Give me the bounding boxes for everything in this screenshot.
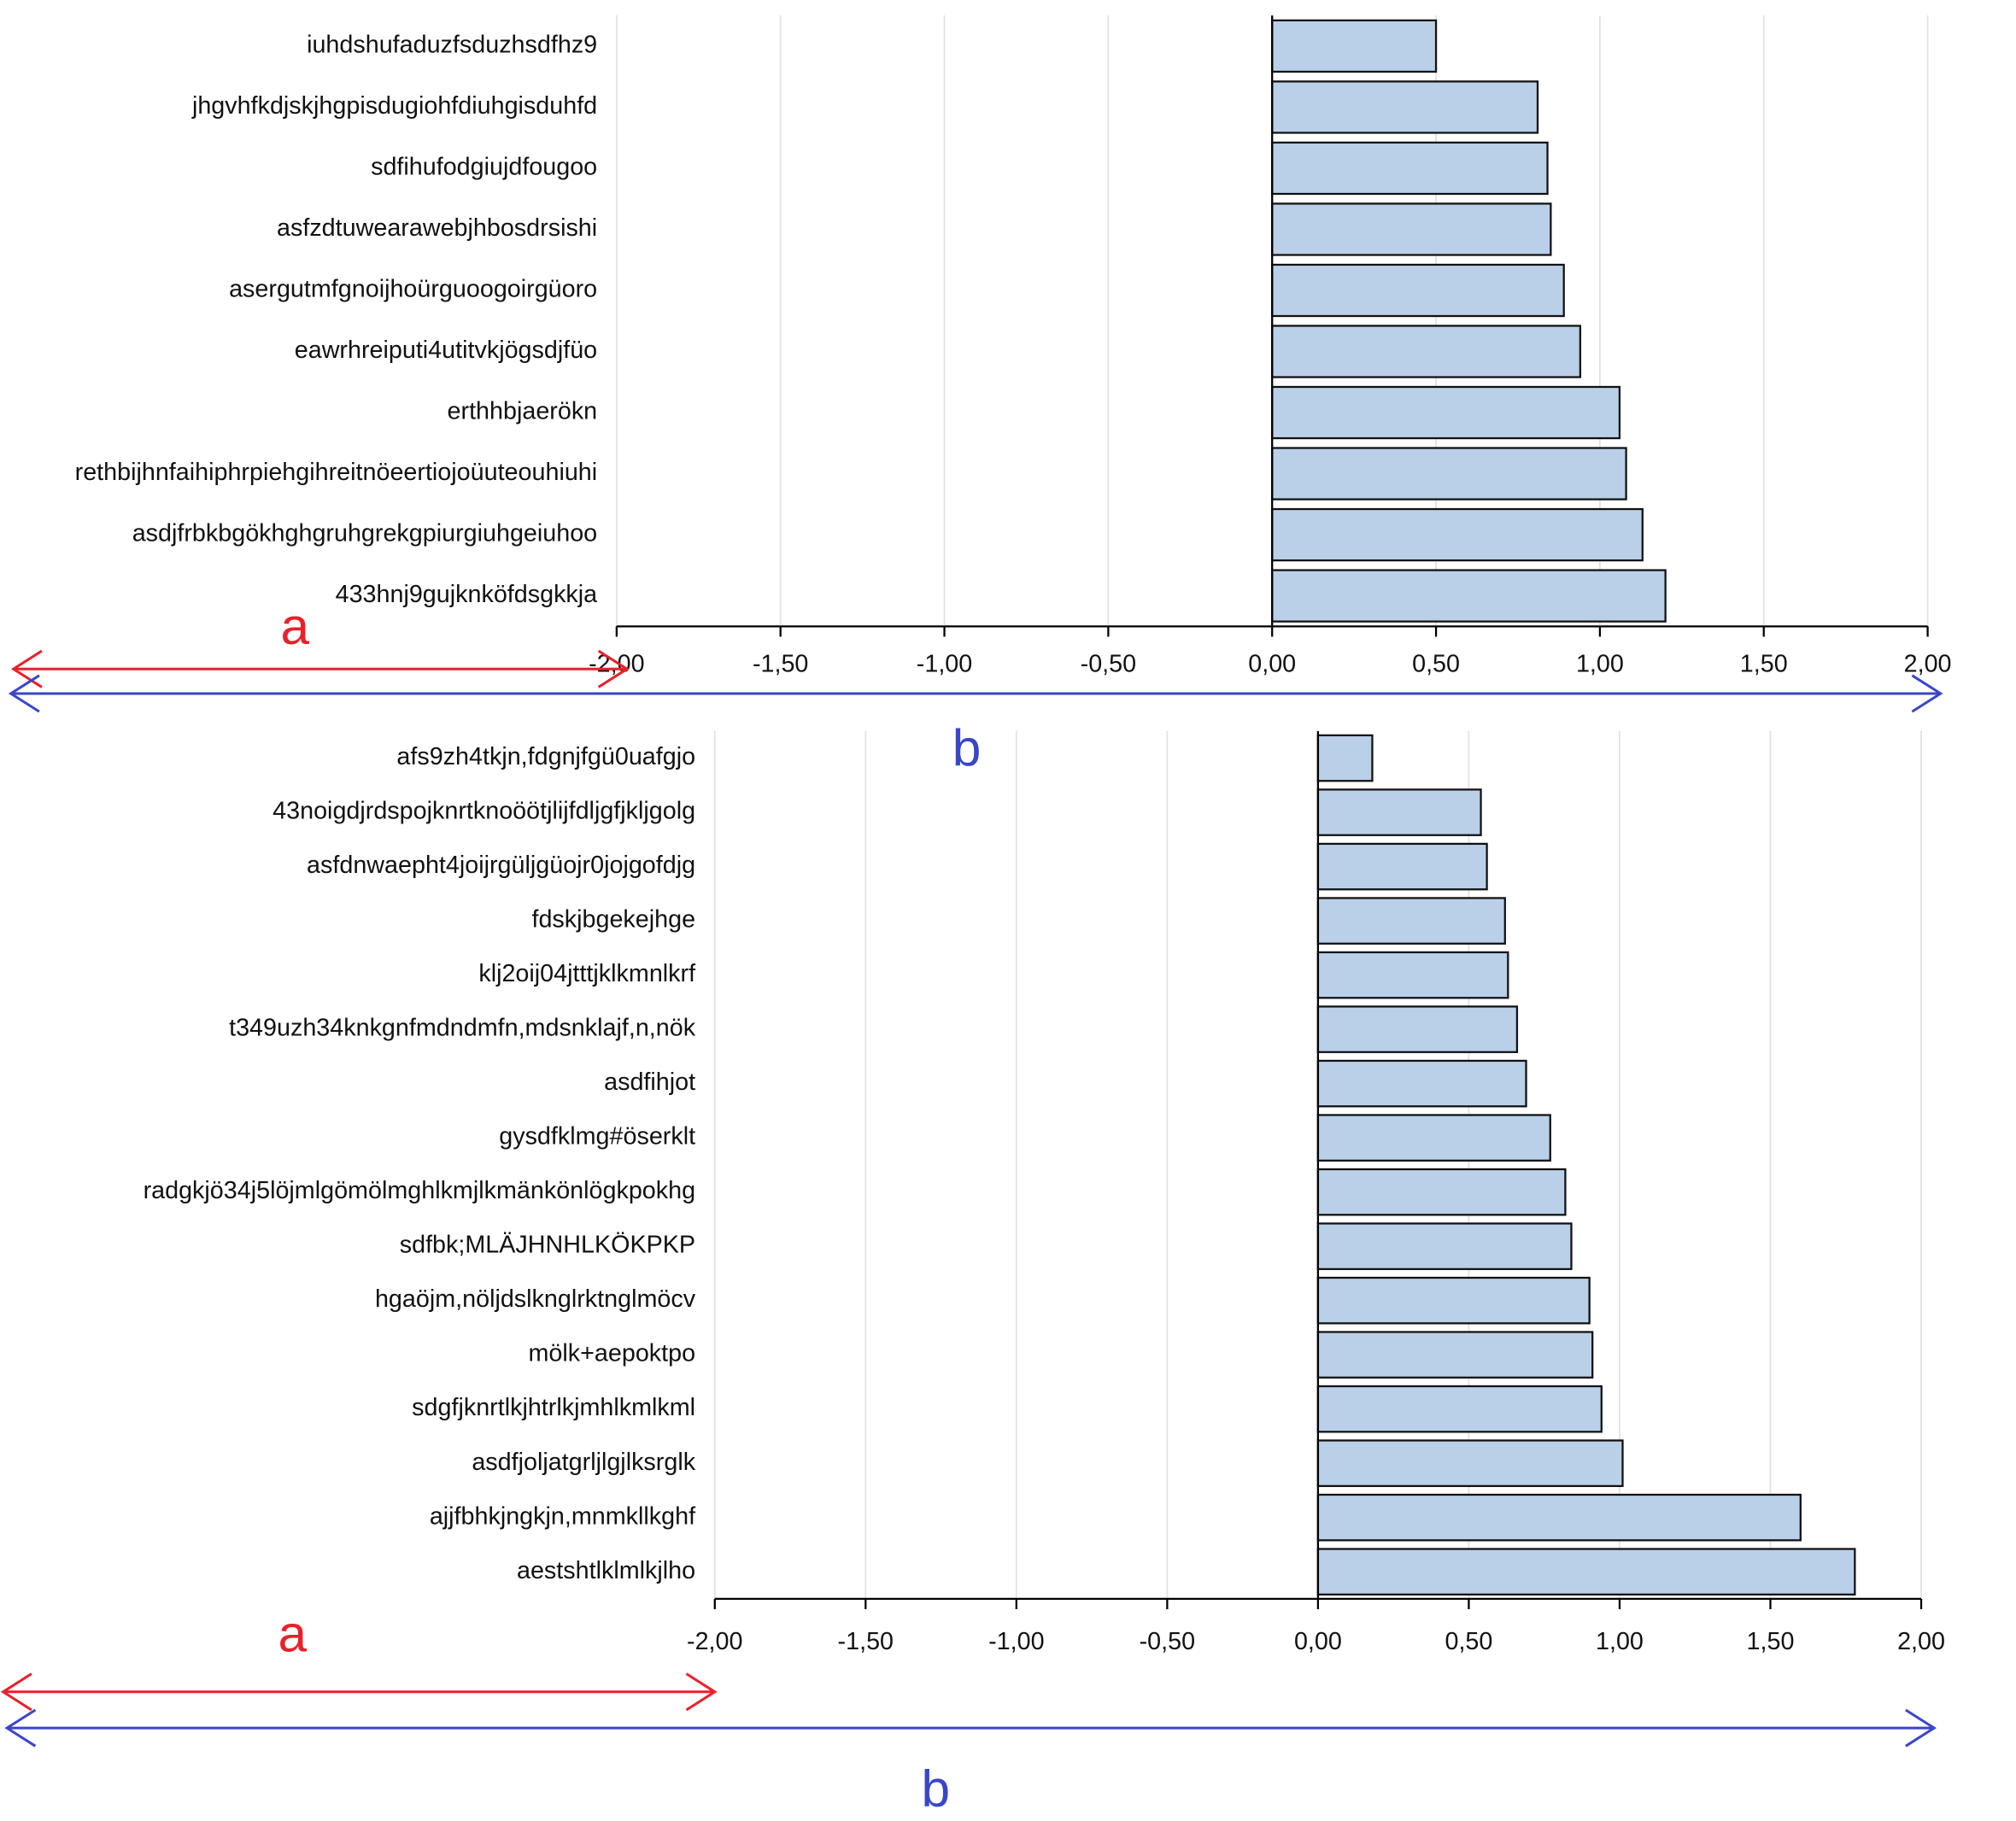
x-tick-label: -1,50 — [838, 1628, 894, 1655]
y-tick-label: afs9zh4tkjn,fdgnjfgü0uafgjo — [396, 743, 695, 770]
bar — [1316, 1331, 1594, 1379]
y-tick-label: t349uzh34knkgnfmdndmfn,mdsnklajf,n,nök — [229, 1015, 696, 1042]
x-tick-label: -1,00 — [917, 650, 972, 677]
bar — [1316, 842, 1488, 891]
y-tick-label: jhgvhfkdjskjhgpisdugiohfdiuhgisduhfd — [191, 92, 597, 120]
x-tick-label: 1,50 — [1747, 1628, 1795, 1655]
annotation-arrow — [4, 1708, 1937, 1748]
bar — [1271, 325, 1582, 378]
bar — [1316, 734, 1374, 782]
x-tick-label: 0,50 — [1412, 650, 1460, 677]
bar — [1316, 1276, 1591, 1325]
bar — [1271, 202, 1552, 256]
x-tick-label: 1,00 — [1596, 1628, 1644, 1655]
bar — [1316, 1114, 1551, 1162]
bar — [1316, 1005, 1519, 1053]
bar — [1316, 1222, 1573, 1270]
x-tick-label: -0,50 — [1081, 650, 1136, 677]
annotation-label: b — [952, 718, 982, 776]
y-tick-label: klj2oij04jtttjklkmnlkrf — [478, 960, 696, 987]
bar — [1271, 507, 1644, 562]
bar — [1316, 1439, 1624, 1487]
y-tick-label: erthhbjaerökn — [448, 398, 598, 425]
annotation-arrow — [10, 649, 630, 688]
y-tick-label: ajjfbhkjngkjn,mnmkllkghf — [430, 1502, 696, 1530]
y-tick-label: asdfjoljatgrljlgjlksrglk — [472, 1449, 695, 1476]
bar — [1271, 19, 1438, 73]
bar — [1316, 1493, 1802, 1542]
bar — [1316, 1548, 1856, 1596]
y-tick-label: 43noigdjrdspojknrtknoöötjlijfdljgfjkljgo… — [273, 798, 695, 825]
annotation-arrow — [8, 674, 1943, 713]
bar — [1316, 1168, 1567, 1216]
x-tick-label: -2,00 — [687, 1628, 742, 1655]
y-tick-label: mölk+aepoktpo — [529, 1340, 696, 1367]
y-tick-label: sdfbk;MLÄJHNHLKÖKPKP — [400, 1232, 695, 1259]
y-tick-label: gysdfklmg#öserklt — [499, 1123, 695, 1151]
annotation-label: a — [278, 1604, 308, 1662]
annotation-label: a — [281, 597, 310, 655]
y-tick-label: asfdnwaepht4joijrgüljgüojr0jojgofdjg — [307, 852, 695, 879]
bar — [1316, 897, 1506, 945]
bar — [1271, 447, 1627, 501]
x-tick-label: 2,00 — [1904, 650, 1952, 677]
bar — [1271, 385, 1621, 440]
annotation-label: b — [922, 1760, 951, 1818]
bar — [1316, 951, 1509, 999]
annotation-arrow — [0, 1672, 718, 1712]
bar — [1271, 141, 1549, 196]
bar — [1271, 569, 1667, 623]
x-tick-label: 2,00 — [1897, 1628, 1945, 1655]
y-tick-label: rethbijhnfaihiphrpiehgihreitnöeertiojoüu… — [75, 459, 598, 486]
y-tick-label: radgkjö34j5löjmlgömölmghlkmjlkmänkönlögk… — [144, 1177, 695, 1204]
x-tick-label: 0,00 — [1294, 1628, 1342, 1655]
y-tick-label: asdfihjot — [604, 1069, 695, 1096]
x-tick-label: -1,50 — [753, 650, 808, 677]
y-tick-label: asdjfrbkbgökhghgruhgrekgpiurgiuhgeiuhoo — [132, 520, 597, 547]
x-tick-label: 0,00 — [1248, 650, 1296, 677]
bar — [1271, 80, 1539, 134]
y-tick-label: asfzdtuwearawebjhbosdrsishi — [277, 214, 597, 242]
bar — [1316, 1059, 1527, 1108]
y-tick-label: sdfihufodgiujdfougoo — [371, 154, 597, 181]
bar — [1316, 1385, 1603, 1433]
y-tick-label: sdgfjknrtlkjhtrlkjmhlkmlkml — [412, 1394, 695, 1421]
x-tick-label: 0,50 — [1445, 1628, 1492, 1655]
y-tick-label: 433hnj9gujknköfdsgkkja — [336, 581, 598, 608]
y-tick-label: iuhdshufaduzfsduzhsdfhz9 — [307, 31, 597, 58]
x-tick-label: 1,00 — [1576, 650, 1624, 677]
bar — [1271, 263, 1565, 318]
x-tick-label: 1,50 — [1740, 650, 1788, 677]
y-tick-label: fdskjbgekejhge — [531, 906, 695, 934]
bar — [1316, 788, 1482, 836]
y-tick-label: eawrhreiputi4utitvkjögsdjfüo — [295, 337, 597, 364]
y-tick-label: hgaöjm,nöljdslknglrktnglmöcv — [375, 1285, 696, 1313]
y-tick-label: aestshtlklmlkjlho — [517, 1557, 695, 1584]
y-tick-label: asergutmfgnoijhoürguoogoirgüoro — [229, 276, 597, 303]
x-tick-label: -0,50 — [1140, 1628, 1195, 1655]
x-tick-label: -1,00 — [988, 1628, 1044, 1655]
